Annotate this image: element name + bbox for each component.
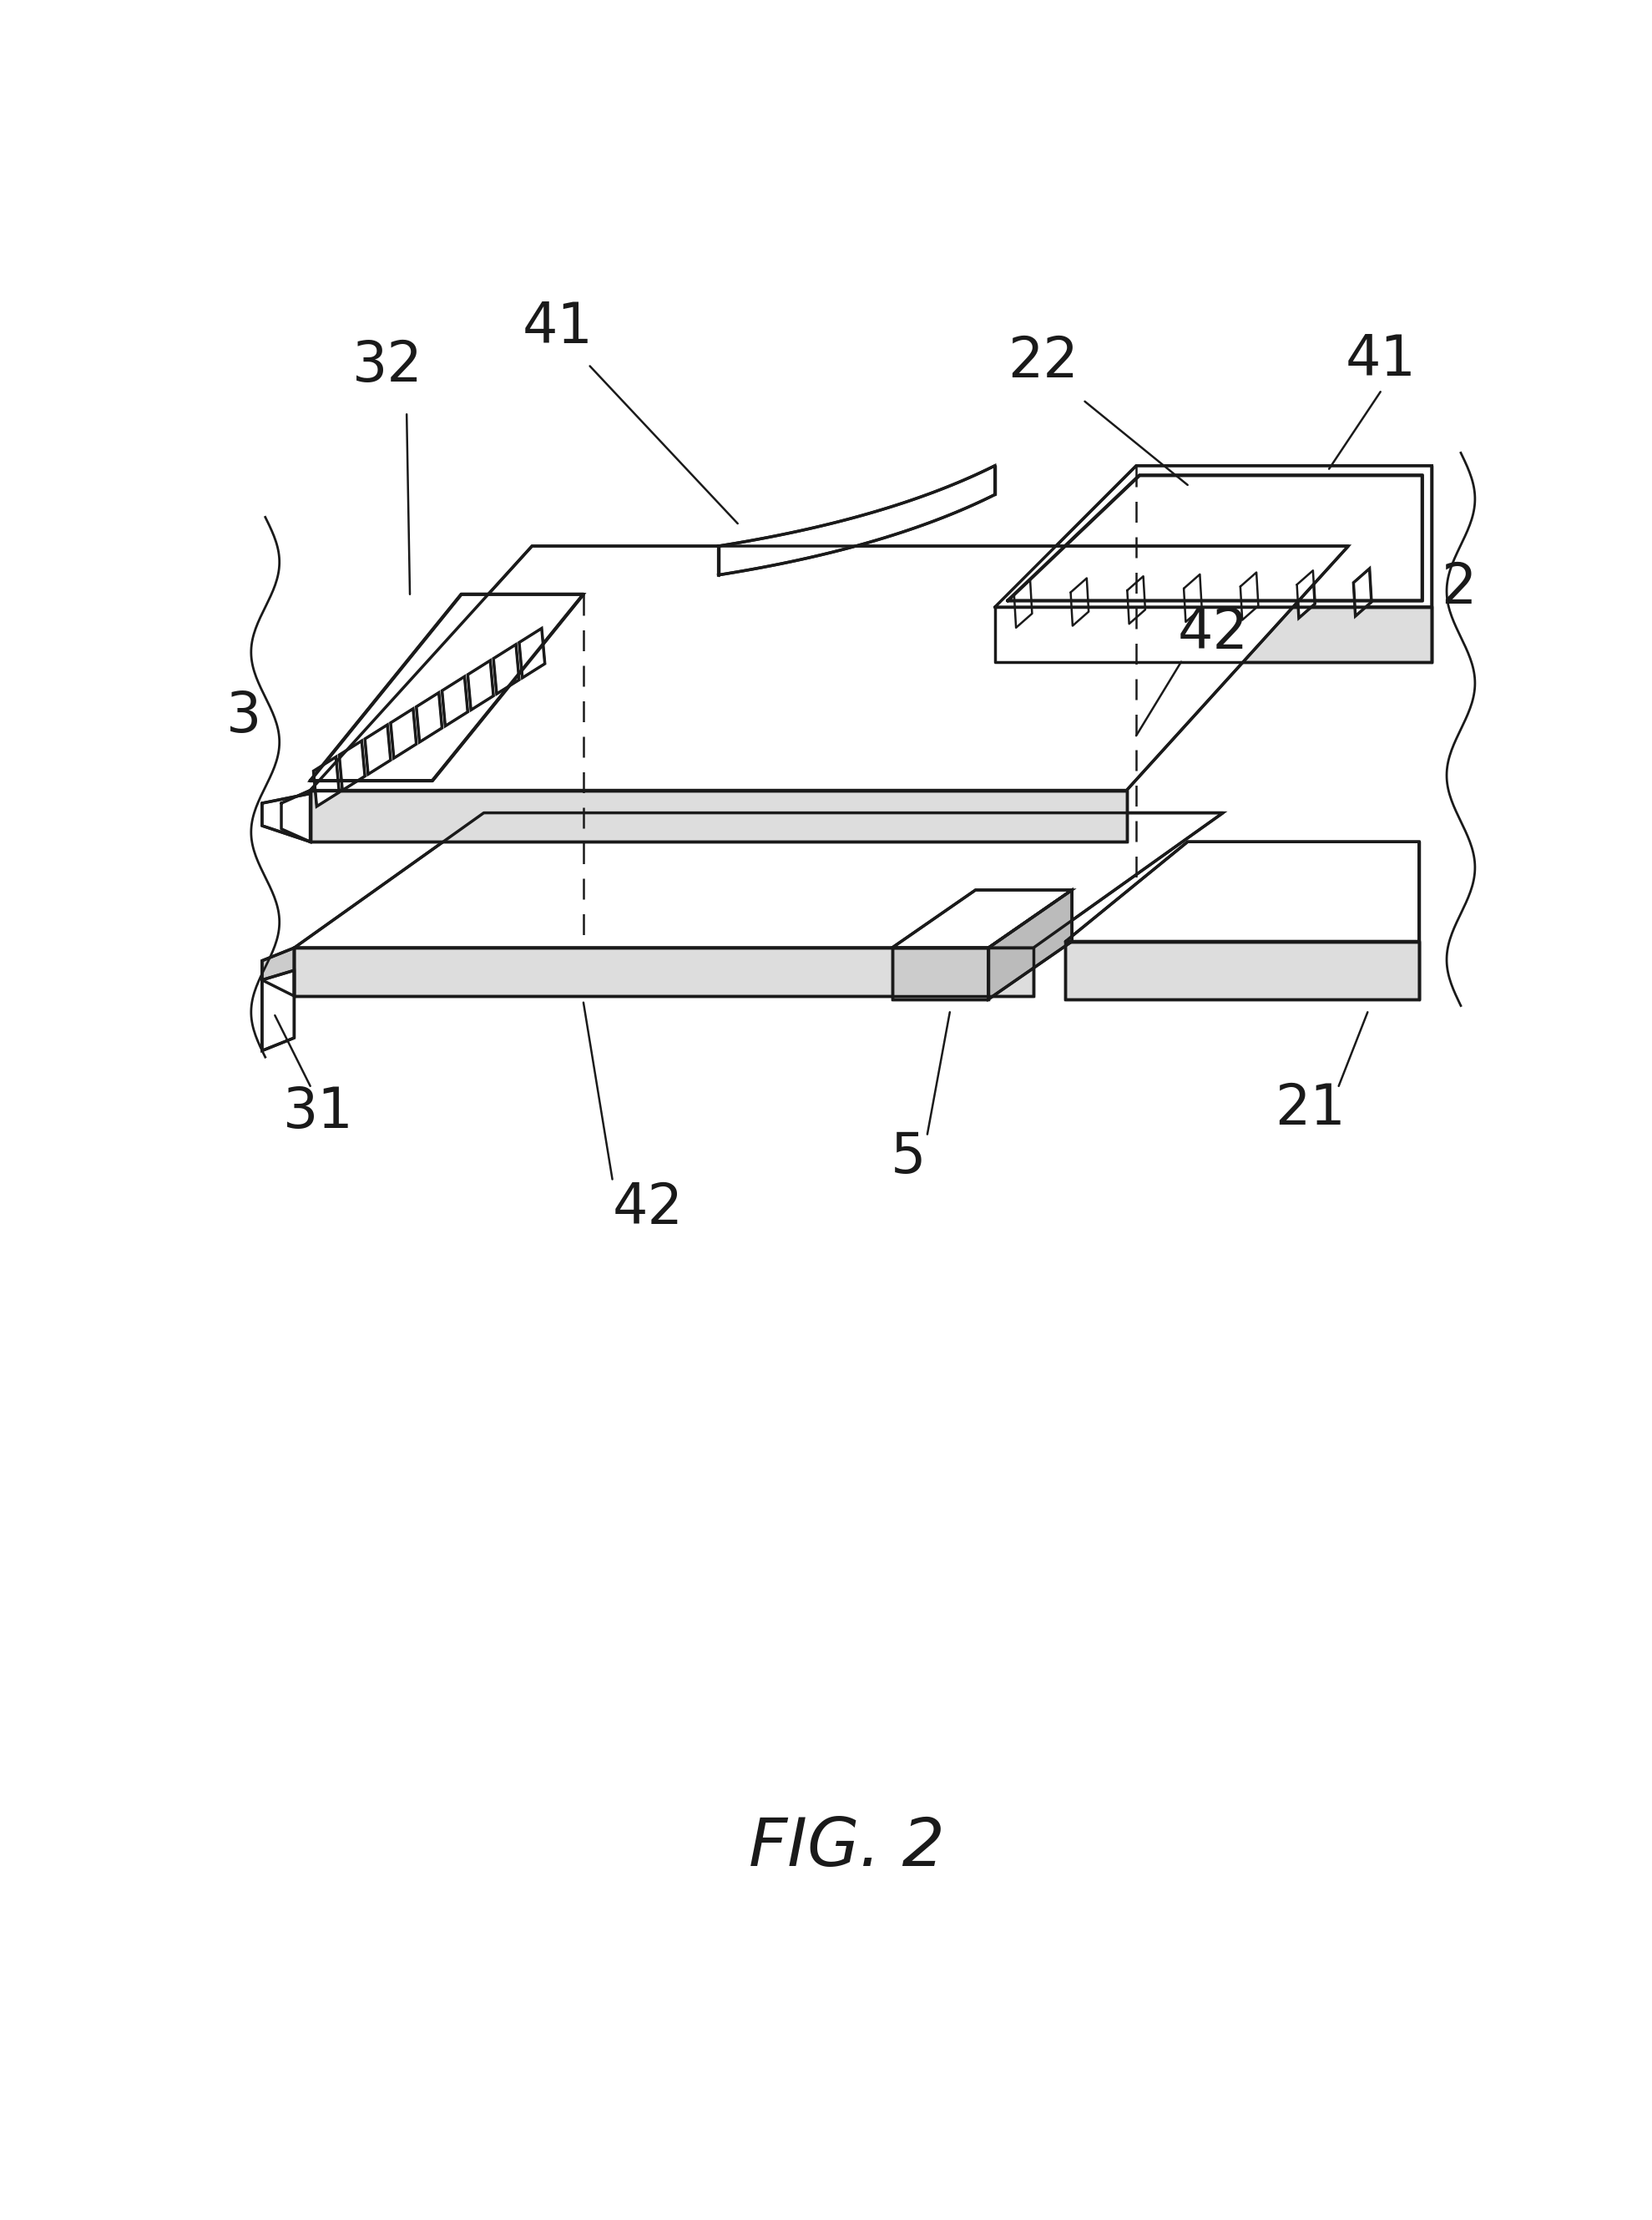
Polygon shape [311, 595, 583, 781]
Polygon shape [494, 644, 519, 695]
Polygon shape [995, 606, 1432, 662]
Polygon shape [294, 813, 1222, 948]
Polygon shape [1241, 573, 1259, 619]
Polygon shape [892, 948, 988, 999]
Text: 21: 21 [1274, 1081, 1345, 1137]
Text: 42: 42 [1178, 606, 1249, 659]
Polygon shape [719, 466, 995, 575]
Polygon shape [1008, 475, 1422, 602]
Polygon shape [1066, 841, 1419, 941]
Polygon shape [263, 793, 311, 841]
Polygon shape [390, 708, 416, 759]
Text: 41: 41 [522, 300, 593, 355]
Polygon shape [365, 724, 390, 775]
Polygon shape [1297, 571, 1315, 617]
Polygon shape [294, 948, 1034, 997]
Polygon shape [1066, 941, 1419, 999]
Text: 32: 32 [352, 337, 423, 393]
Polygon shape [1353, 568, 1371, 617]
Polygon shape [311, 790, 1127, 841]
Text: 3: 3 [226, 688, 261, 744]
Polygon shape [995, 466, 1432, 606]
Polygon shape [519, 628, 545, 677]
Polygon shape [1127, 577, 1145, 624]
Text: 2: 2 [1441, 559, 1477, 615]
Text: 42: 42 [613, 1181, 684, 1237]
Polygon shape [892, 890, 1072, 948]
Polygon shape [263, 948, 294, 997]
Polygon shape [988, 890, 1072, 999]
Polygon shape [416, 693, 443, 741]
Text: 5: 5 [890, 1130, 925, 1183]
Polygon shape [311, 546, 1348, 790]
Text: FIG. 2: FIG. 2 [748, 1816, 945, 1880]
Polygon shape [1070, 577, 1089, 626]
Text: 41: 41 [1345, 333, 1416, 386]
Polygon shape [281, 790, 311, 841]
Polygon shape [468, 662, 494, 710]
Polygon shape [314, 757, 339, 806]
Polygon shape [1184, 575, 1201, 622]
Polygon shape [1014, 579, 1032, 628]
Text: 31: 31 [282, 1083, 354, 1139]
Polygon shape [339, 741, 365, 790]
Polygon shape [263, 970, 294, 1050]
Text: 22: 22 [1008, 333, 1079, 388]
Polygon shape [443, 677, 468, 726]
